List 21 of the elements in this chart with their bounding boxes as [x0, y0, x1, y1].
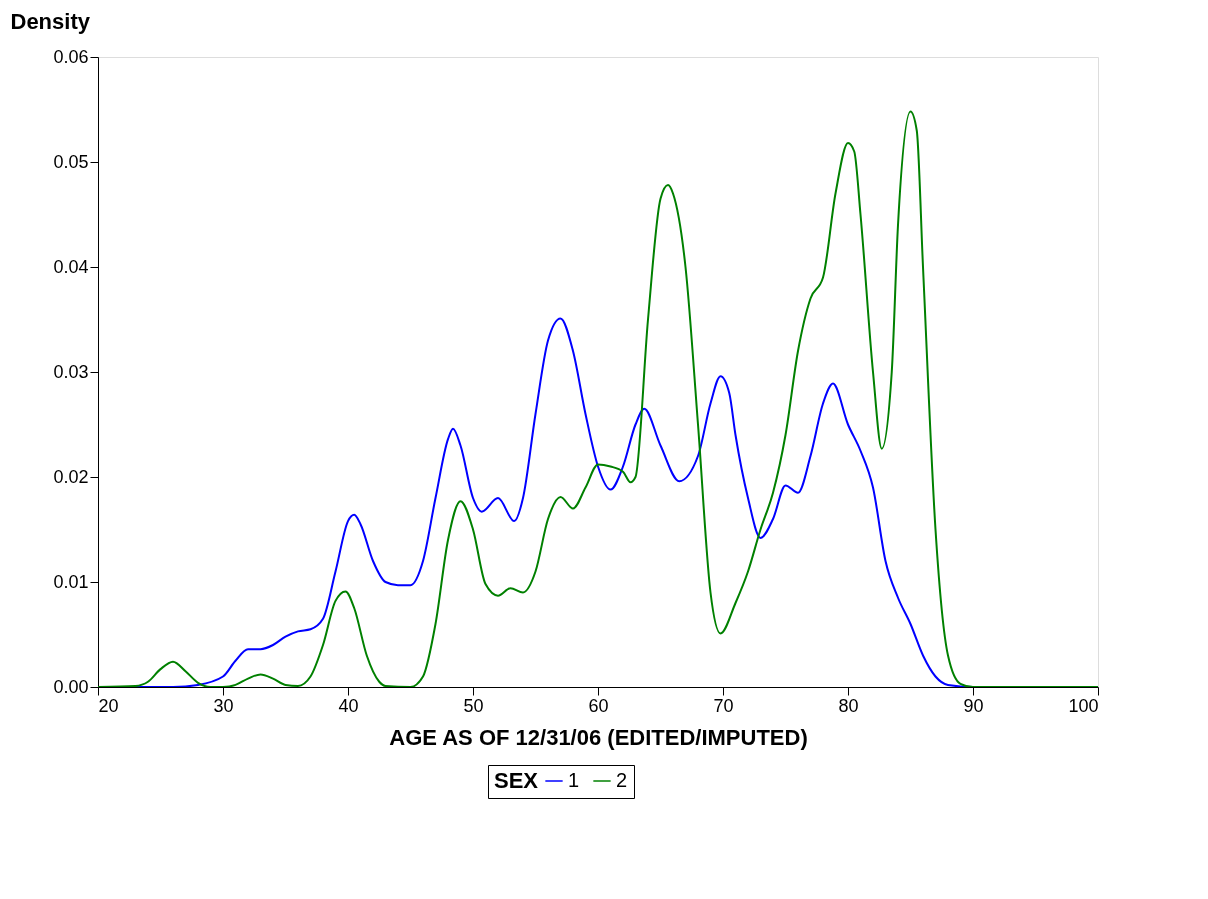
- y-axis-title: Density: [10, 8, 91, 34]
- x-tick-label: 80: [838, 695, 859, 716]
- x-tick-label: 50: [463, 695, 484, 716]
- x-tick-label: 30: [213, 695, 234, 716]
- x-tick-label: 100: [1068, 695, 1099, 716]
- y-tick-label: 0.01: [53, 571, 89, 592]
- y-tick-label: 0.06: [53, 46, 89, 67]
- legend-label: 1: [568, 769, 580, 791]
- x-tick-label: 40: [338, 695, 359, 716]
- y-tick-label: 0.00: [53, 676, 89, 697]
- x-tick-label: 60: [588, 695, 609, 716]
- x-tick-label: 90: [963, 695, 984, 716]
- x-tick-label: 20: [98, 695, 119, 716]
- y-tick-label: 0.03: [53, 361, 89, 382]
- legend-label: 2: [616, 769, 628, 791]
- legend-title: SEX: [494, 768, 539, 793]
- y-tick-label: 0.04: [53, 256, 89, 277]
- x-tick-label: 70: [713, 695, 734, 716]
- y-tick-label: 0.02: [53, 466, 89, 487]
- x-axis-title: AGE AS OF 12/31/06 (EDITED/IMPUTED): [389, 724, 808, 750]
- y-tick-label: 0.05: [53, 151, 89, 172]
